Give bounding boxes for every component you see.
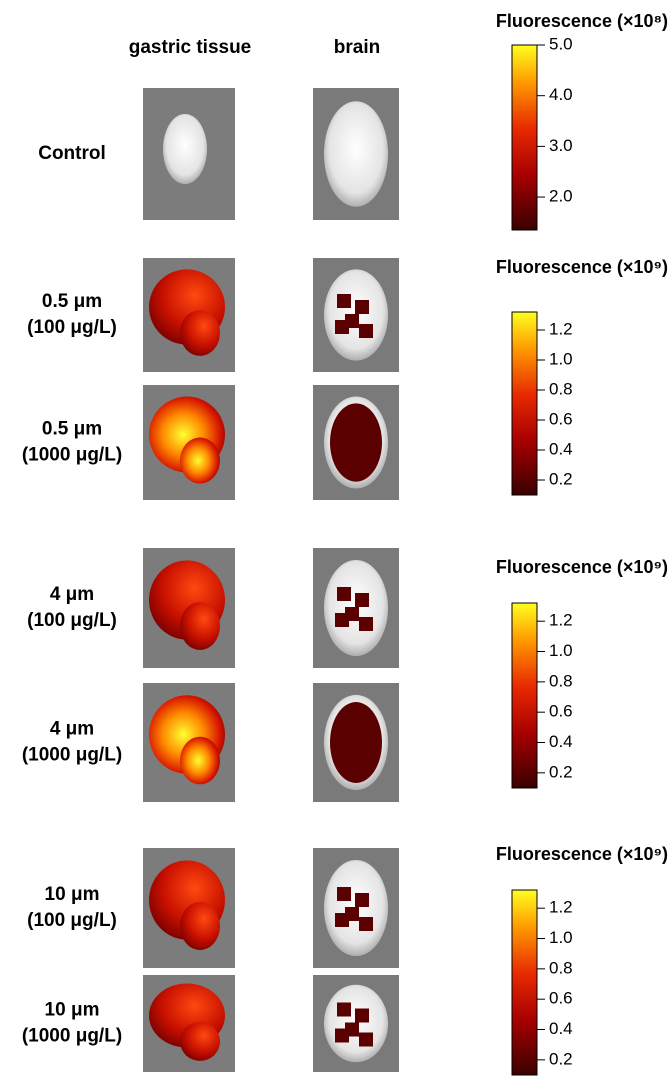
brain-signal — [355, 300, 369, 314]
colorbar-tick-label: 0.2 — [549, 762, 573, 781]
colorbar-tick-label: 0.4 — [549, 1019, 573, 1038]
colorbar-tick-label: 4.0 — [549, 85, 573, 104]
brain-signal — [355, 1009, 369, 1023]
tissue-signal — [180, 438, 220, 484]
row-label: (1000 μg/L) — [22, 1026, 122, 1047]
colorbar-tick-label: 1.2 — [549, 898, 573, 917]
brain-signal — [359, 324, 373, 338]
colorbar-tick-label: 2.0 — [549, 187, 573, 206]
brain-signal — [355, 893, 369, 907]
column-header: brain — [334, 37, 380, 58]
brain-signal — [335, 320, 349, 334]
brain-signal — [330, 702, 382, 783]
colorbar-tick-label: 5.0 — [549, 34, 573, 53]
row-label: Control — [38, 143, 106, 164]
brain-signal — [337, 887, 351, 901]
colorbar-tick-label: 0.6 — [549, 702, 573, 721]
colorbar-tick-label: 0.6 — [549, 409, 573, 428]
colorbar-tick-label: 0.4 — [549, 732, 573, 751]
brain-signal — [335, 913, 349, 927]
colorbar-tick-label: 0.8 — [549, 958, 573, 977]
row-label: (100 μg/L) — [27, 317, 117, 338]
brain-signal — [355, 593, 369, 607]
brain-signal — [335, 1029, 349, 1043]
colorbar — [512, 890, 537, 1075]
colorbar-tick-label: 0.2 — [549, 469, 573, 488]
row-label: 10 μm — [45, 1000, 100, 1021]
tissue-signal — [180, 310, 220, 356]
row-label: (1000 μg/L) — [22, 445, 122, 466]
colorbar-tick-label: 0.8 — [549, 671, 573, 690]
colorbar — [512, 45, 537, 230]
colorbar — [512, 312, 537, 495]
row-label: 10 μm — [45, 884, 100, 905]
brain-signal — [337, 587, 351, 601]
brain-signal — [359, 1033, 373, 1047]
colorbar — [512, 603, 537, 788]
colorbar-title: Fluorescence (×10⁹) — [496, 844, 668, 864]
row-label: 4 μm — [50, 719, 94, 740]
row-label: 0.5 μm — [42, 419, 102, 440]
colorbar-tick-label: 1.0 — [549, 928, 573, 947]
column-header: gastric tissue — [129, 37, 252, 58]
tissue — [163, 114, 207, 184]
brain-signal — [337, 294, 351, 308]
tissue-signal — [180, 602, 220, 650]
colorbar-tick-label: 1.0 — [549, 641, 573, 660]
figure: gastric tissue brain Control 0.5 μm (100 μ… — [0, 0, 670, 1076]
brain-signal — [335, 613, 349, 627]
row-label: 4 μm — [50, 584, 94, 605]
row-label: 0.5 μm — [42, 291, 102, 312]
colorbar-tick-label: 0.4 — [549, 439, 573, 458]
colorbar-tick-label: 1.2 — [549, 319, 573, 338]
brain-signal — [330, 403, 382, 481]
brain-signal — [337, 1003, 351, 1017]
colorbar-tick-label: 0.2 — [549, 1049, 573, 1068]
colorbar-tick-label: 0.6 — [549, 989, 573, 1008]
colorbar-title: Fluorescence (×10⁸) — [496, 11, 668, 31]
tissue-signal — [180, 1022, 220, 1061]
colorbar-tick-label: 3.0 — [549, 136, 573, 155]
colorbar-tick-label: 1.2 — [549, 611, 573, 630]
colorbar-title: Fluorescence (×10⁹) — [496, 257, 668, 277]
row-label: (100 μg/L) — [27, 610, 117, 631]
colorbar-tick-label: 0.8 — [549, 379, 573, 398]
tissue-signal — [180, 737, 220, 785]
tissue-signal — [180, 902, 220, 950]
brain — [324, 101, 388, 207]
brain-signal — [359, 917, 373, 931]
brain-signal — [359, 617, 373, 631]
row-label: (1000 μg/L) — [22, 745, 122, 766]
colorbar-title: Fluorescence (×10⁹) — [496, 557, 668, 577]
colorbar-tick-label: 1.0 — [549, 349, 573, 368]
row-label: (100 μg/L) — [27, 910, 117, 931]
